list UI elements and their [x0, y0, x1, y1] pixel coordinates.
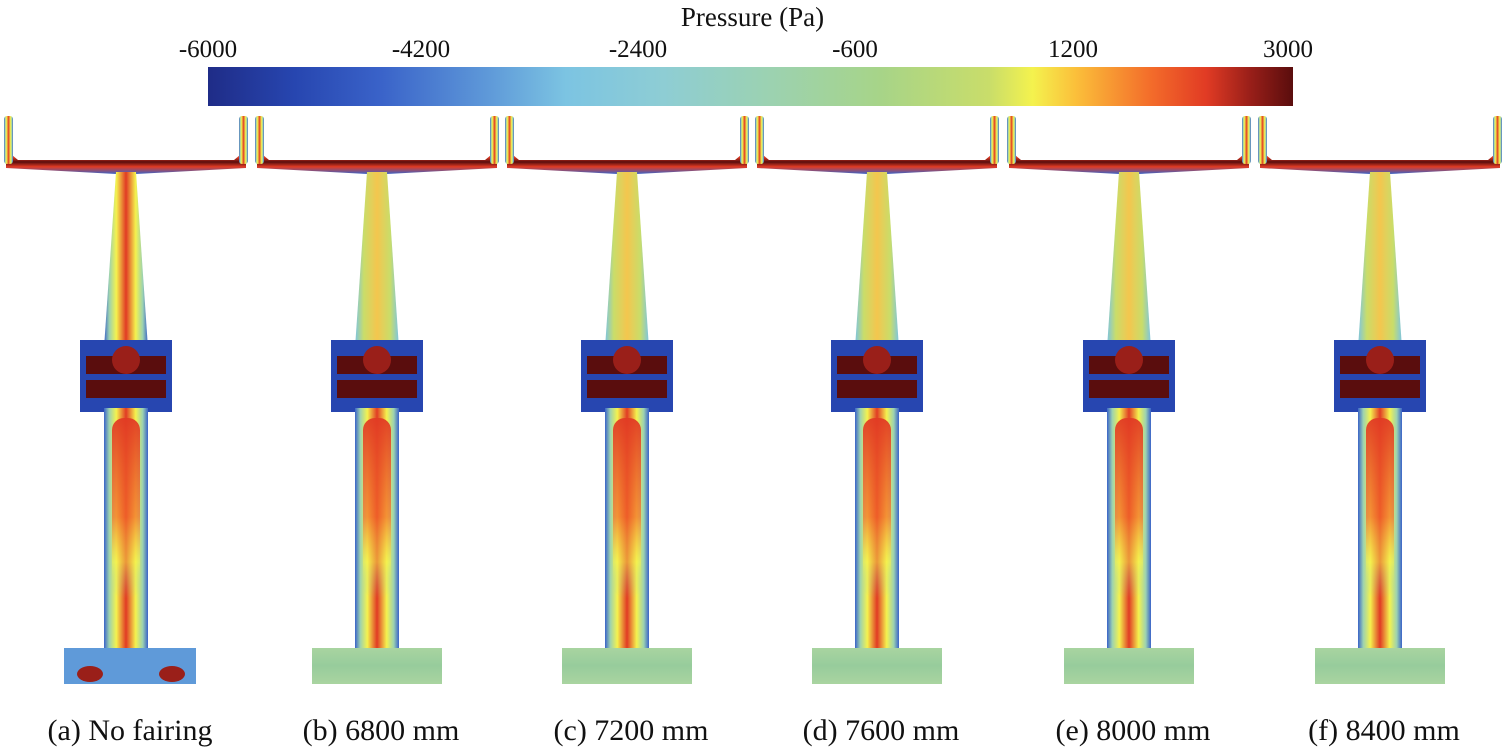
panel-contour [4, 116, 248, 684]
base-vortex-right [159, 666, 185, 682]
joint-node [1366, 346, 1394, 374]
panel-caption-b: (b) 6800 mm [302, 714, 460, 747]
upper-stem [104, 172, 148, 348]
crossarm [257, 150, 497, 174]
colorbar-tick-label: -4200 [391, 36, 451, 63]
panel-contour [505, 116, 749, 684]
right-end-post [1493, 116, 1502, 164]
panel-caption-f: (f) 8400 mm [1308, 714, 1460, 747]
lower-stem-core [1115, 418, 1143, 598]
crossarm [507, 150, 747, 174]
right-end-post [740, 116, 749, 164]
fairing-base [1315, 648, 1445, 684]
upper-stem [1107, 172, 1151, 348]
left-end-post [1258, 116, 1267, 164]
panel-contour [755, 116, 999, 684]
colorbar-title: Pressure (Pa) [680, 2, 825, 32]
joint-lower-band [1089, 380, 1169, 398]
base-vortex-left [77, 666, 103, 682]
joint-node [1115, 346, 1143, 374]
upper-stem [355, 172, 399, 348]
right-end-post [990, 116, 999, 164]
right-end-post [239, 116, 248, 164]
fairing-base [812, 648, 942, 684]
left-end-post [1007, 116, 1016, 164]
right-end-post [1242, 116, 1251, 164]
panel-contour [1258, 116, 1502, 684]
crossarm [757, 150, 997, 174]
crossarm [1009, 150, 1249, 174]
joint-node [613, 346, 641, 374]
lower-stem-core [863, 418, 891, 598]
lower-stem-core [1366, 418, 1394, 598]
crossarm [1260, 150, 1500, 174]
panel-caption-e: (e) 8000 mm [1055, 714, 1211, 747]
panel-caption-d: (d) 7600 mm [802, 714, 960, 747]
fairing-base [312, 648, 442, 684]
panel-contour [255, 116, 499, 684]
pressure-contour-panels [4, 116, 1502, 684]
left-end-post [505, 116, 514, 164]
joint-lower-band [1340, 380, 1420, 398]
pressure-colorbar [208, 67, 1293, 106]
left-end-post [255, 116, 264, 164]
joint-lower-band [86, 380, 166, 398]
panel-caption-c: (c) 7200 mm [553, 714, 709, 747]
upper-stem [855, 172, 899, 348]
colorbar-tick-label: 3000 [1263, 36, 1313, 63]
upper-stem [1358, 172, 1402, 348]
joint-node [112, 346, 140, 374]
crossarm [6, 150, 246, 174]
joint-node [863, 346, 891, 374]
panel-contour [1007, 116, 1251, 684]
upper-stem [605, 172, 649, 348]
joint-lower-band [587, 380, 667, 398]
lower-stem-core [363, 418, 391, 598]
colorbar-tick-label: -6000 [178, 36, 238, 63]
joint-node [363, 346, 391, 374]
left-end-post [755, 116, 764, 164]
panel-caption-a: (a) No fairing [47, 714, 213, 747]
colorbar-tick-label: -2400 [608, 36, 668, 63]
fairing-base [1064, 648, 1194, 684]
joint-lower-band [337, 380, 417, 398]
colorbar-tick-label: 1200 [1048, 36, 1098, 63]
lower-stem-core [112, 418, 140, 598]
lower-stem-core [613, 418, 641, 598]
joint-lower-band [837, 380, 917, 398]
fairing-base [562, 648, 692, 684]
colorbar-tick-label: -600 [832, 36, 878, 63]
right-end-post [490, 116, 499, 164]
left-end-post [4, 116, 13, 164]
